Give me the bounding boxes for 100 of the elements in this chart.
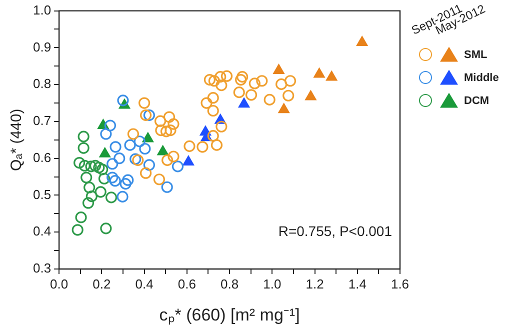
point <box>273 64 284 74</box>
point <box>74 156 86 169</box>
point <box>168 150 180 162</box>
point <box>124 139 136 151</box>
point <box>84 182 96 194</box>
x-axis-title: cₚ* (660) [m² mg⁻¹] <box>159 305 300 326</box>
point <box>86 190 98 202</box>
x-tick-label: 1.4 <box>348 276 366 292</box>
point <box>110 141 122 153</box>
point <box>196 141 208 153</box>
point <box>248 78 260 90</box>
point <box>314 68 325 78</box>
point <box>82 197 94 209</box>
point <box>120 178 132 190</box>
point <box>114 152 126 164</box>
point <box>172 160 184 172</box>
point <box>157 145 169 156</box>
point <box>100 128 112 140</box>
point <box>182 156 194 166</box>
point <box>235 74 247 86</box>
point <box>89 160 102 172</box>
point <box>160 126 172 138</box>
point <box>154 115 166 127</box>
point <box>134 136 146 148</box>
point <box>164 124 176 136</box>
point <box>326 70 338 81</box>
legend-label: Middle <box>464 72 499 84</box>
point <box>106 158 118 170</box>
legend-label: SML <box>464 48 488 61</box>
point <box>104 120 116 132</box>
x-tick-label: 0.0 <box>50 276 68 292</box>
y-tick-label: 0.3 <box>32 260 52 276</box>
point <box>105 192 118 204</box>
y-tick-label: 1.0 <box>32 2 52 18</box>
point <box>276 78 288 90</box>
point <box>140 167 152 179</box>
legend-label: DCM <box>464 94 490 107</box>
point <box>116 190 128 203</box>
point <box>207 92 219 104</box>
point <box>264 94 276 106</box>
point <box>98 172 110 184</box>
x-tick-label: 0.8 <box>220 276 239 292</box>
point <box>216 120 228 132</box>
point <box>130 153 142 165</box>
point <box>72 224 84 236</box>
point <box>284 75 296 87</box>
point <box>184 140 196 152</box>
x-tick-label: 0.2 <box>92 276 111 292</box>
point <box>216 80 228 92</box>
point <box>140 109 152 121</box>
point <box>85 160 97 172</box>
point <box>282 90 294 102</box>
y-tick-label: 0.9 <box>32 39 52 54</box>
x-tick-label: 0.6 <box>178 276 196 292</box>
point <box>139 142 151 155</box>
x-tick-label: 1.2 <box>306 276 324 292</box>
point <box>117 94 129 106</box>
point <box>78 160 90 172</box>
point <box>207 130 219 142</box>
y-tick-label: 0.7 <box>32 113 52 128</box>
point <box>143 109 156 121</box>
point <box>233 86 245 98</box>
point <box>207 104 219 117</box>
point <box>356 36 368 46</box>
point <box>153 174 166 186</box>
point <box>75 212 87 224</box>
x-tick-label: 1.6 <box>390 276 410 292</box>
point <box>200 97 212 109</box>
point <box>132 154 144 166</box>
point <box>93 162 105 174</box>
y-tick-label: 0.6 <box>32 150 52 165</box>
point <box>155 124 167 136</box>
point <box>109 175 121 187</box>
point <box>106 172 118 184</box>
point <box>245 89 258 101</box>
point <box>143 159 156 171</box>
point <box>163 111 176 123</box>
point <box>78 142 90 154</box>
point <box>100 222 112 234</box>
point <box>161 181 173 193</box>
annotation: R=0.755, P<0.001 <box>278 222 392 239</box>
point <box>204 74 216 86</box>
point <box>256 75 268 87</box>
point <box>210 139 223 151</box>
x-tick-label: 0.4 <box>135 276 154 292</box>
y-axis-title: Qₐ* (440) <box>8 108 26 172</box>
y-tick-label: 0.5 <box>32 186 52 202</box>
y-tick-label: 0.8 <box>32 76 52 92</box>
point <box>208 75 220 87</box>
point <box>96 164 108 176</box>
point <box>127 128 140 140</box>
point <box>122 174 134 186</box>
x-tick-label: 1.0 <box>263 276 282 292</box>
point <box>162 154 174 166</box>
y-tick-label: 0.4 <box>32 224 52 239</box>
point <box>278 103 290 114</box>
point <box>305 90 316 100</box>
point <box>214 71 226 83</box>
point <box>236 71 248 83</box>
point <box>168 118 180 130</box>
